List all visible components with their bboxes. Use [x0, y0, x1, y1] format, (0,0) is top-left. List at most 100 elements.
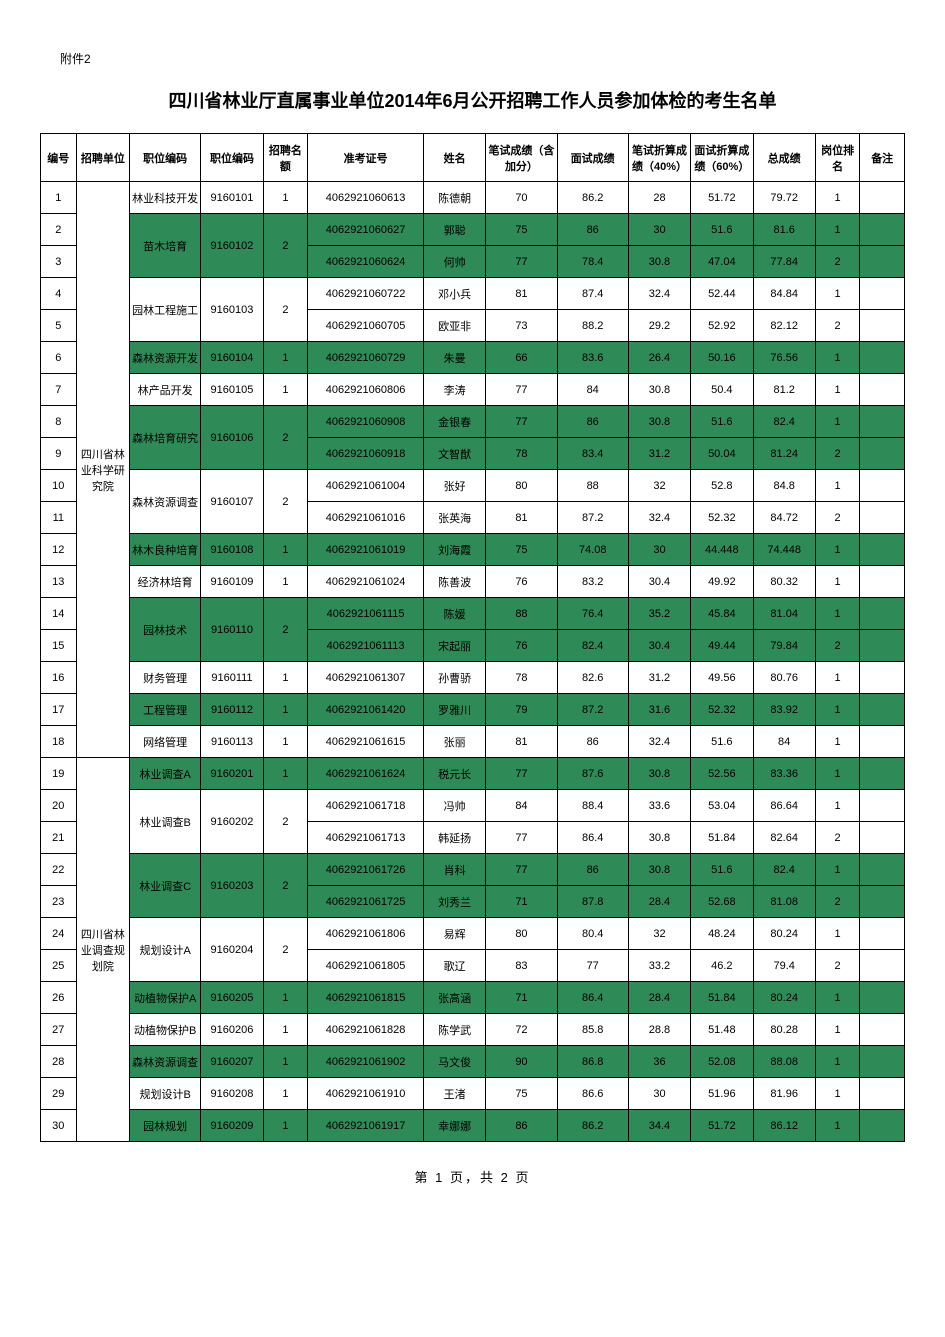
cell-poscode: 9160109: [201, 566, 263, 598]
cell-icalc: 51.72: [691, 182, 753, 214]
cell-index: 11: [41, 502, 77, 534]
cell-rank: 1: [815, 534, 860, 566]
cell-position: 森林资源开发: [130, 342, 201, 374]
cell-position: 规划设计B: [130, 1078, 201, 1110]
cell-icalc: 52.8: [691, 470, 753, 502]
cell-note: [860, 1078, 905, 1110]
cell-name: 陈媛: [423, 598, 485, 630]
cell-quota: 2: [263, 598, 308, 662]
cell-position: 规划设计A: [130, 918, 201, 982]
table-row: 18网络管理916011314062921061615张丽818632.451.…: [41, 726, 905, 758]
cell-rank: 1: [815, 1110, 860, 1142]
cell-name: 宋起丽: [423, 630, 485, 662]
cell-exam: 4062921061624: [308, 758, 424, 790]
cell-poscode: 9160108: [201, 534, 263, 566]
cell-interview: 87.4: [557, 278, 628, 310]
cell-interview: 86.2: [557, 1110, 628, 1142]
cell-total: 84.8: [753, 470, 815, 502]
cell-icalc: 52.68: [691, 886, 753, 918]
cell-index: 15: [41, 630, 77, 662]
cell-rank: 2: [815, 630, 860, 662]
cell-icalc: 49.92: [691, 566, 753, 598]
results-table: 编号招聘单位职位编码职位编码招聘名额准考证号姓名笔试成绩（含加分）面试成绩笔试折…: [40, 133, 905, 1142]
cell-quota: 1: [263, 566, 308, 598]
cell-icalc: 49.56: [691, 662, 753, 694]
cell-wcalc: 31.6: [628, 694, 690, 726]
cell-name: 幸娜娜: [423, 1110, 485, 1142]
cell-written: 81: [486, 726, 557, 758]
cell-note: [860, 982, 905, 1014]
cell-exam: 4062921061019: [308, 534, 424, 566]
cell-index: 17: [41, 694, 77, 726]
cell-poscode: 9160209: [201, 1110, 263, 1142]
cell-icalc: 47.04: [691, 246, 753, 278]
cell-wcalc: 31.2: [628, 662, 690, 694]
cell-rank: 1: [815, 758, 860, 790]
cell-name: 张高涵: [423, 982, 485, 1014]
cell-note: [860, 470, 905, 502]
cell-written: 71: [486, 886, 557, 918]
cell-wcalc: 32.4: [628, 726, 690, 758]
cell-icalc: 52.44: [691, 278, 753, 310]
cell-wcalc: 28.4: [628, 886, 690, 918]
cell-position: 森林培育研究: [130, 406, 201, 470]
cell-position: 园林工程施工: [130, 278, 201, 342]
cell-exam: 4062921060722: [308, 278, 424, 310]
cell-quota: 1: [263, 694, 308, 726]
cell-rank: 2: [815, 502, 860, 534]
table-body: 1四川省林业科学研究院林业科技开发916010114062921060613陈德…: [41, 182, 905, 1142]
cell-poscode: 9160208: [201, 1078, 263, 1110]
cell-unit: 四川省林业科学研究院: [76, 182, 129, 758]
cell-poscode: 9160103: [201, 278, 263, 342]
cell-rank: 1: [815, 406, 860, 438]
cell-interview: 86.4: [557, 982, 628, 1014]
cell-index: 25: [41, 950, 77, 982]
cell-quota: 2: [263, 790, 308, 854]
page-footer: 第 1 页，共 2 页: [40, 1167, 905, 1186]
cell-total: 84.84: [753, 278, 815, 310]
cell-quota: 2: [263, 278, 308, 342]
cell-written: 72: [486, 1014, 557, 1046]
cell-poscode: 9160201: [201, 758, 263, 790]
cell-position: 园林规划: [130, 1110, 201, 1142]
cell-index: 9: [41, 438, 77, 470]
cell-note: [860, 662, 905, 694]
cell-name: 韩延扬: [423, 822, 485, 854]
cell-position: 动植物保护B: [130, 1014, 201, 1046]
cell-written: 88: [486, 598, 557, 630]
cell-interview: 83.4: [557, 438, 628, 470]
cell-wcalc: 30.4: [628, 566, 690, 598]
cell-wcalc: 30: [628, 1078, 690, 1110]
cell-note: [860, 566, 905, 598]
cell-name: 马文俊: [423, 1046, 485, 1078]
cell-total: 88.08: [753, 1046, 815, 1078]
col-header: 面试折算成绩（60%）: [691, 134, 753, 182]
cell-position: 财务管理: [130, 662, 201, 694]
col-header: 编号: [41, 134, 77, 182]
cell-written: 78: [486, 438, 557, 470]
cell-index: 21: [41, 822, 77, 854]
table-row: 14园林技术916011024062921061115陈媛8876.435.24…: [41, 598, 905, 630]
cell-note: [860, 534, 905, 566]
cell-exam: 4062921060908: [308, 406, 424, 438]
cell-exam: 4062921061726: [308, 854, 424, 886]
cell-name: 何帅: [423, 246, 485, 278]
cell-wcalc: 30.8: [628, 374, 690, 406]
cell-note: [860, 758, 905, 790]
cell-wcalc: 30.8: [628, 758, 690, 790]
table-row: 10森林资源调查916010724062921061004张好80883252.…: [41, 470, 905, 502]
cell-exam: 4062921061718: [308, 790, 424, 822]
cell-total: 83.36: [753, 758, 815, 790]
col-header: 招聘单位: [76, 134, 129, 182]
cell-rank: 1: [815, 374, 860, 406]
cell-quota: 1: [263, 534, 308, 566]
cell-total: 81.24: [753, 438, 815, 470]
cell-icalc: 50.16: [691, 342, 753, 374]
table-row: 7林产品开发916010514062921060806李涛778430.850.…: [41, 374, 905, 406]
cell-poscode: 9160102: [201, 214, 263, 278]
cell-exam: 4062921061420: [308, 694, 424, 726]
cell-name: 郭聪: [423, 214, 485, 246]
cell-icalc: 51.84: [691, 822, 753, 854]
cell-total: 84.72: [753, 502, 815, 534]
cell-name: 王渚: [423, 1078, 485, 1110]
